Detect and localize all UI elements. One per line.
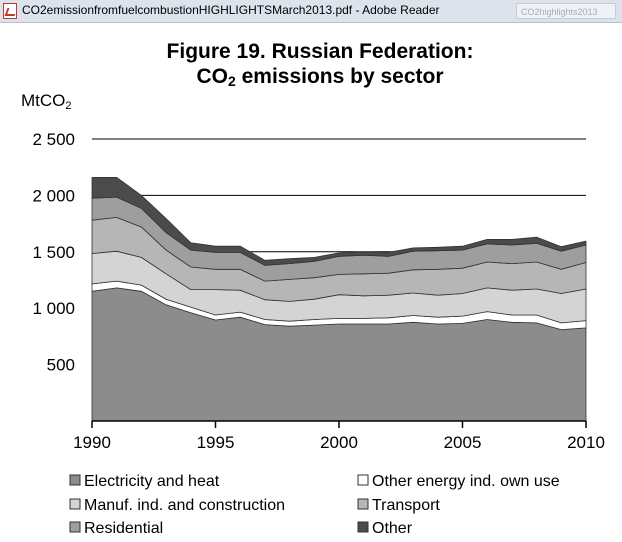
x-tick-label: 1990 [73,433,111,452]
x-tick-label: 2010 [567,433,605,452]
unit-subscript: 2 [65,100,72,112]
title-rest-text: emissions by sector [235,65,444,88]
area-series-6 [91,177,587,266]
legend-label: Electricity and heat [84,473,220,490]
x-tick-label: 2000 [320,433,358,452]
y-tick-label: 2 000 [32,186,75,205]
title-co-text: CO [196,65,228,88]
y-tick-label: 2 500 [32,130,75,149]
figure-title-line2: CO2 emissions by sector [100,65,540,89]
legend-swatch [357,498,369,510]
y-tick-label: 1 000 [32,299,75,318]
legend-label: Other energy ind. own use [372,473,560,490]
legend-swatch [357,474,369,486]
title-subscript: 2 [227,73,236,89]
unit-text: MtCO [21,91,66,110]
y-tick-label: 500 [47,356,75,375]
y-axis-unit: MtCO2 [21,91,72,112]
legend-label: Other [372,520,413,537]
legend-swatch [69,474,81,486]
legend-swatch [69,498,81,510]
legend-label: Manuf. ind. and construction [84,497,285,514]
search-input[interactable]: CO2highlights2013 [516,3,616,19]
figure-title-line1: Figure 19. Russian Federation: [166,40,474,63]
legend-swatch [357,521,369,533]
legend-label: Residential [84,520,163,537]
y-tick-label: 1 500 [32,243,75,262]
legend-swatch [69,521,81,533]
x-tick-label: 1995 [197,433,235,452]
pdf-icon [3,3,17,19]
window-title: CO2emissionfromfuelcombustionHIGHLIGHTSM… [22,3,440,17]
window-titlebar: CO2emissionfromfuelcombustionHIGHLIGHTSM… [0,0,622,23]
legend-label: Transport [372,497,440,514]
x-tick-label: 2005 [444,433,482,452]
